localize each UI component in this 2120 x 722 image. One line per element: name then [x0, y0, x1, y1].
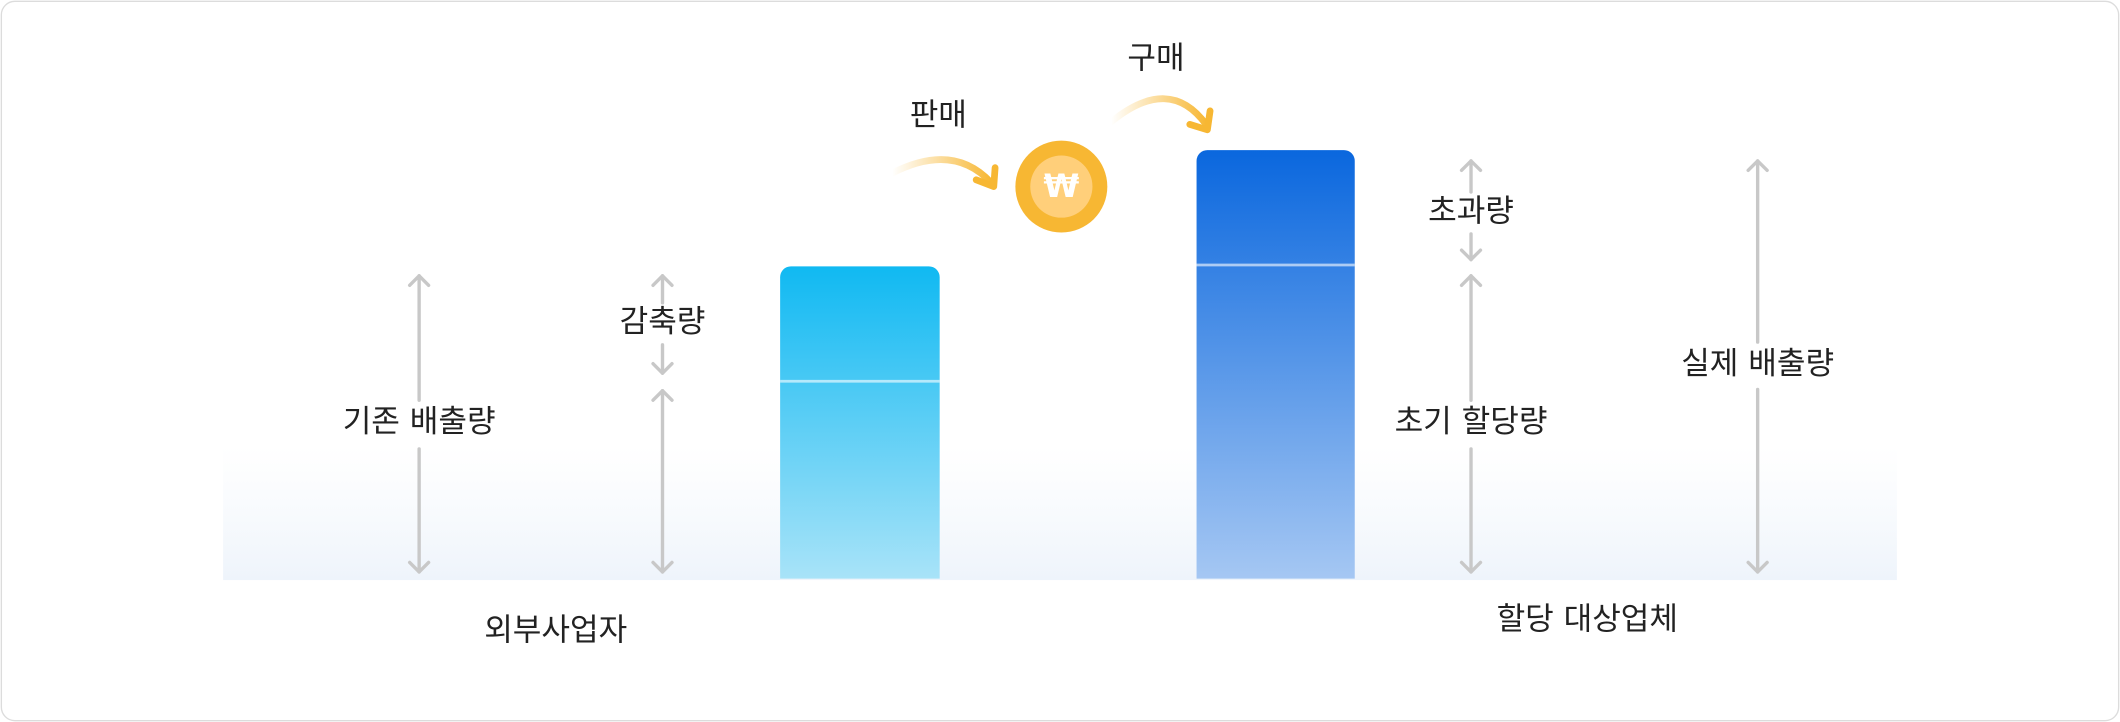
- arrow-head: [651, 389, 674, 574]
- arrow-head: [972, 164, 999, 190]
- bar: [780, 266, 940, 579]
- actual-label: 실제 배출량: [1681, 346, 1834, 382]
- bar: [1196, 150, 1355, 579]
- reduction-label: 감축량: [620, 304, 706, 340]
- ground: [223, 446, 1897, 581]
- arrow-head: [651, 274, 674, 375]
- arrow-head: [1746, 159, 1769, 574]
- coin-inner: [1030, 155, 1093, 218]
- group-label: 할당 대상업체: [1497, 602, 1678, 638]
- arrow-head: [407, 274, 431, 574]
- excess-label: 초과량: [1428, 193, 1514, 229]
- arrow-head: [1186, 107, 1214, 134]
- buy-label: 구매: [1127, 40, 1184, 76]
- baseline-label: 기존 배출량: [343, 404, 496, 440]
- flow-arrow: [888, 156, 995, 186]
- arrow-head: [1459, 274, 1483, 574]
- group-label: 외부사업자: [484, 612, 627, 648]
- currency-symbol: ₩: [1043, 167, 1079, 205]
- sell-label: 판매: [910, 97, 967, 133]
- arrow-head: [1459, 159, 1483, 262]
- initial-label: 초기 할당량: [1395, 404, 1548, 440]
- flow-arrow: [1107, 95, 1210, 128]
